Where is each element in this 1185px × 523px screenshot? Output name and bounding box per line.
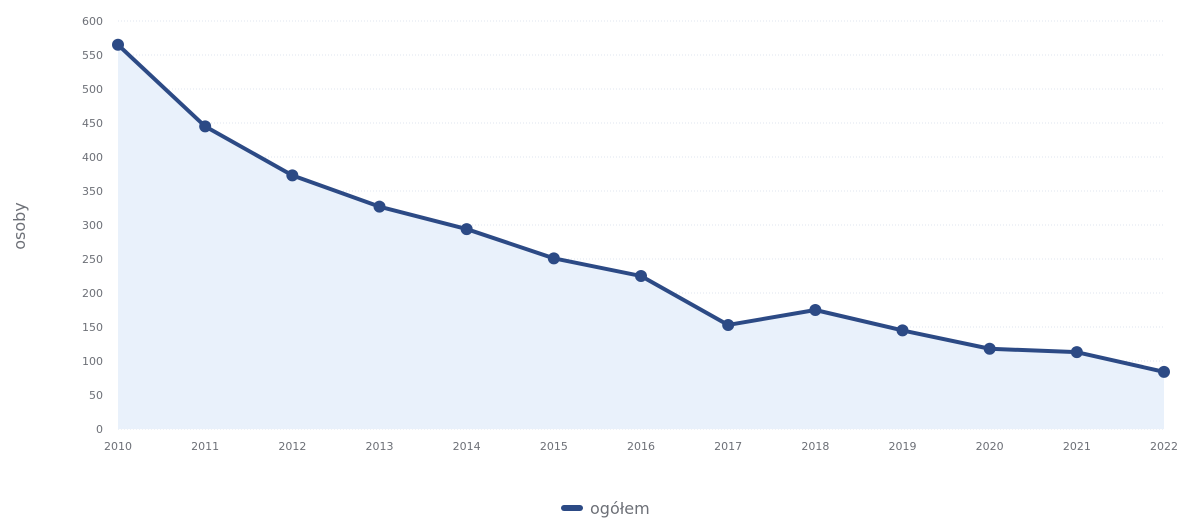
y-axis-ticks: 0 50 100 150 200 250 300 350 400 450 500 550 600 xyxy=(82,15,103,436)
y-axis-label: osoby xyxy=(10,202,29,250)
data-point xyxy=(373,200,386,213)
y-tick-label: 450 xyxy=(82,117,103,130)
y-tick-label: 500 xyxy=(82,83,103,96)
data-point xyxy=(722,318,735,331)
data-point xyxy=(547,252,560,265)
y-tick-label: 100 xyxy=(82,355,103,368)
y-tick-label: 250 xyxy=(82,253,103,266)
y-tick-label: 150 xyxy=(82,321,103,334)
y-tick-label: 550 xyxy=(82,49,103,62)
legend: ogółem xyxy=(561,499,650,518)
x-tick-label: 2019 xyxy=(889,440,917,453)
data-point xyxy=(112,38,124,51)
x-tick-label: 2020 xyxy=(976,440,1004,453)
x-tick-label: 2015 xyxy=(540,440,568,453)
data-point xyxy=(635,270,647,282)
x-axis-ticks: 2010 2011 2012 2013 2014 2015 2016 2017 2018 2019… xyxy=(104,440,1178,453)
data-point xyxy=(1070,346,1083,359)
y-tick-label: 300 xyxy=(82,219,103,232)
data-point xyxy=(460,223,473,236)
data-point xyxy=(896,324,909,337)
x-tick-label: 2016 xyxy=(627,440,655,453)
x-tick-label: 2012 xyxy=(278,440,306,453)
data-point xyxy=(983,342,996,355)
data-point xyxy=(286,169,299,182)
data-points xyxy=(112,38,1170,378)
x-tick-label: 2013 xyxy=(366,440,394,453)
x-tick-label: 2018 xyxy=(801,440,829,453)
series-area-ogolem xyxy=(118,44,1164,430)
x-tick-label: 2017 xyxy=(714,440,742,453)
x-tick-label: 2022 xyxy=(1150,440,1178,453)
y-tick-label: 200 xyxy=(82,287,103,300)
legend-swatch-ogolem xyxy=(561,505,583,511)
x-tick-label: 2021 xyxy=(1063,440,1091,453)
x-tick-label: 2010 xyxy=(104,440,132,453)
y-tick-label: 400 xyxy=(82,151,103,164)
data-point xyxy=(199,120,212,133)
x-tick-label: 2011 xyxy=(191,440,219,453)
legend-label-ogolem: ogółem xyxy=(590,499,650,518)
y-tick-label: 600 xyxy=(82,15,103,28)
y-tick-label: 0 xyxy=(96,423,103,436)
x-tick-label: 2014 xyxy=(453,440,481,453)
y-tick-label: 50 xyxy=(89,389,103,402)
data-point xyxy=(809,304,822,316)
data-point xyxy=(1158,365,1170,378)
y-tick-label: 350 xyxy=(82,185,103,198)
